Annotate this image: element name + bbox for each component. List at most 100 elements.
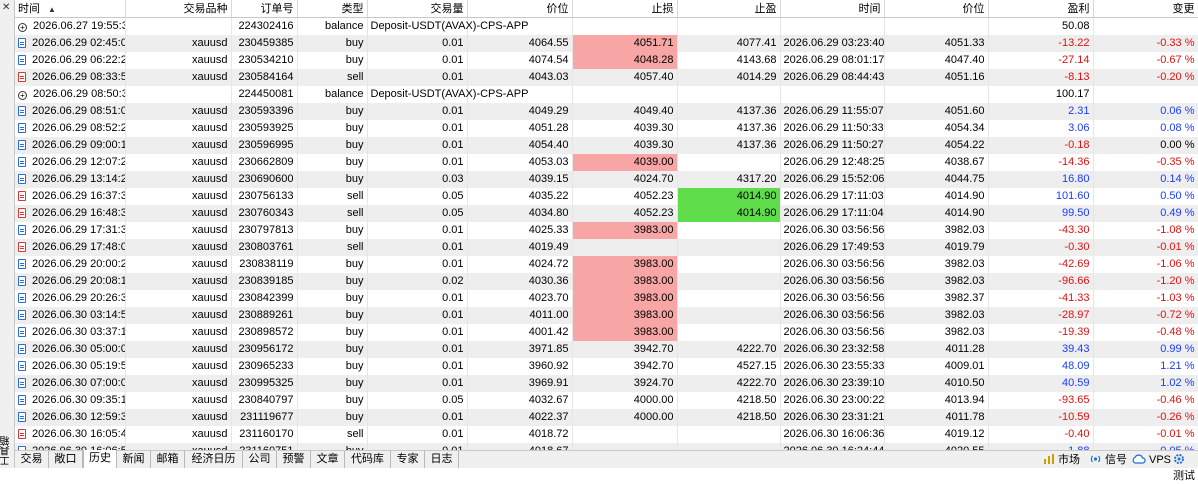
col-header-change[interactable]: 变更 (1093, 0, 1198, 18)
cell-stop-loss: 3983.00 (572, 323, 678, 341)
cell-close-price: 4054.34 (884, 119, 989, 137)
cell-volume: 0.01 (367, 323, 468, 341)
buy-deal-icon (18, 377, 26, 388)
deal-row[interactable]: 2026.06.29 08:51:09 xauusd 230593396 buy 0.0… (15, 102, 1198, 120)
deal-row[interactable]: 2026.06.29 20:26:34 xauusd 230842399 buy 0.0… (15, 289, 1198, 307)
cell-type: buy (297, 408, 368, 426)
tab-11[interactable]: 日志 (425, 451, 459, 468)
deal-row[interactable]: 2026.06.30 03:14:56 xauusd 230889261 buy 0.0… (15, 306, 1198, 324)
table-header-row: 时间 ▲ 交易品种 订单号 类型 交易量 价位 止损 止盈 时间 价位 盈利 变更 (15, 0, 1198, 18)
col-header-take-profit[interactable]: 止盈 (677, 0, 781, 18)
cell-take-profit: 4014.90 (677, 187, 781, 205)
cell-close-price: 3982.37 (884, 289, 989, 307)
cell-take-profit: 4317.20 (677, 170, 781, 188)
tab-0[interactable]: 交易 (15, 451, 49, 468)
balance-row[interactable]: +2026.06.27 19:55:33 224302416 balance Depo… (15, 17, 1198, 35)
deal-row[interactable]: 2026.06.30 12:59:36 xauusd 231119677 buy 0.0… (15, 408, 1198, 426)
col-header-stop-loss[interactable]: 止损 (572, 0, 678, 18)
cell-open-time: 2026.06.29 20:00:28 (15, 255, 126, 273)
tab-5[interactable]: 经济日历 (185, 451, 243, 468)
tab-4[interactable]: 邮箱 (151, 451, 185, 468)
tab-6[interactable]: 公司 (243, 451, 277, 468)
cell-take-profit (677, 323, 781, 341)
col-header-symbol[interactable]: 交易品种 (125, 0, 232, 18)
col-header-close-time[interactable]: 时间 (780, 0, 885, 18)
deal-row[interactable]: 2026.06.29 17:48:09 xauusd 230803761 sell 0.… (15, 238, 1198, 256)
cell-open-time: 2026.06.29 20:08:17 (15, 272, 126, 290)
cell-symbol: xauusd (125, 306, 232, 324)
sell-deal-icon (18, 190, 26, 201)
col-header-close-price[interactable]: 价位 (884, 0, 989, 18)
close-icon[interactable]: ✕ (2, 2, 11, 13)
open-time-text: 2026.06.30 16:06:50 (32, 445, 124, 451)
vps-status[interactable]: VPS (1131, 452, 1171, 468)
cell-ticket: 230889261 (231, 306, 298, 324)
deal-row[interactable]: 2026.06.30 16:06:50xauusd231160751buy0.0… (15, 442, 1198, 451)
deal-row[interactable]: 2026.06.30 05:00:09 xauusd 230956172 buy 0.0… (15, 340, 1198, 358)
cell-open-time: +2026.06.29 08:50:39 (15, 85, 126, 103)
cell-type: buy (297, 272, 368, 290)
cell-symbol: xauusd (125, 34, 232, 52)
deal-row[interactable]: 2026.06.29 08:33:55 xauusd 230584164 sell 0.… (15, 68, 1198, 86)
col-header-ticket[interactable]: 订单号 (231, 0, 298, 18)
market-status[interactable]: 市场 (1043, 452, 1080, 468)
deal-row[interactable]: 2026.06.29 12:07:23 xauusd 230662809 buy 0.0… (15, 153, 1198, 171)
cell-volume: 0.01 (367, 238, 468, 256)
cell-close-time: 2026.06.30 23:39:10 (780, 374, 885, 392)
deal-row[interactable]: 2026.06.30 03:37:16 xauusd 230898572 buy 0.0… (15, 323, 1198, 341)
tab-3[interactable]: 新闻 (117, 451, 151, 468)
deal-row[interactable]: 2026.06.29 16:37:31 xauusd 230756133 sell 0.… (15, 187, 1198, 205)
buy-deal-icon (18, 258, 26, 269)
tab-2[interactable]: 历史 (83, 450, 117, 468)
cell-take-profit: 4137.36 (677, 102, 781, 120)
tab-7[interactable]: 预警 (277, 451, 311, 468)
cell-open-time: 2026.06.29 08:51:09 (15, 102, 126, 120)
signals-status[interactable]: 信号 (1089, 452, 1127, 468)
deal-row[interactable]: 2026.06.29 16:48:37 xauusd 230760343 sell 0.… (15, 204, 1198, 222)
col-header-open-time[interactable]: 时间 ▲ (15, 0, 126, 18)
deal-row[interactable]: 2026.06.29 06:22:23 xauusd 230534210 buy 0.0… (15, 51, 1198, 69)
deal-row[interactable]: 2026.06.30 07:00:03 xauusd 230995325 buy 0.0… (15, 374, 1198, 392)
cell-change: 0.99 % (1093, 340, 1198, 358)
tab-10[interactable]: 专家 (391, 451, 425, 468)
deal-row[interactable]: 2026.06.29 08:52:22 xauusd 230593925 buy 0.0… (15, 119, 1198, 137)
tester-status[interactable]: 测试 (1173, 452, 1198, 482)
toolbox-label: 工具箱 (1, 436, 12, 466)
cell-open-time: 2026.06.30 09:35:17 (15, 391, 126, 409)
cell-open-price: 4051.28 (467, 119, 573, 137)
deal-row[interactable]: 2026.06.29 20:08:17 xauusd 230839185 buy 0.0… (15, 272, 1198, 290)
tab-1[interactable]: 敞口 (49, 451, 83, 468)
cell-open-price: 4064.55 (467, 34, 573, 52)
cell-close-price: 3982.03 (884, 306, 989, 324)
deal-row[interactable]: 2026.06.29 20:00:28 xauusd 230838119 buy 0.0… (15, 255, 1198, 273)
sell-deal-icon (18, 428, 26, 439)
open-time-text: 2026.06.29 08:50:39 (33, 87, 125, 100)
open-time-text: 2026.06.30 12:59:36 (32, 410, 125, 423)
deal-row[interactable]: 2026.06.29 02:45:06 xauusd 230459385 buy 0.0… (15, 34, 1198, 52)
deal-row[interactable]: 2026.06.30 16:05:46 xauusd 231160170 sell 0.… (15, 425, 1198, 443)
col-header-volume[interactable]: 交易量 (367, 0, 468, 18)
deal-row[interactable]: 2026.06.29 13:14:23 xauusd 230690600 buy 0.0… (15, 170, 1198, 188)
balance-row[interactable]: +2026.06.29 08:50:39 224450081 balance Depo… (15, 85, 1198, 103)
buy-deal-icon (18, 54, 26, 65)
cell-close-price: 3982.03 (884, 255, 989, 273)
cell-stop-loss (572, 442, 678, 450)
open-time-text: 2026.06.29 20:00:28 (32, 257, 125, 270)
tester-gear-icon (1174, 454, 1184, 464)
tab-9[interactable]: 代码库 (345, 451, 391, 468)
deal-row[interactable]: 2026.06.29 09:00:12 xauusd 230596995 buy 0.0… (15, 136, 1198, 154)
cell-open-time: 2026.06.29 06:22:23 (15, 51, 126, 69)
deal-row[interactable]: 2026.06.29 17:31:34 xauusd 230797813 buy 0.0… (15, 221, 1198, 239)
cell-take-profit (677, 272, 781, 290)
cell-change: -0.33 % (1093, 34, 1198, 52)
open-time-text: 2026.06.29 09:00:12 (32, 138, 125, 151)
col-header-open-price[interactable]: 价位 (467, 0, 573, 18)
buy-deal-icon (18, 411, 26, 422)
deal-row[interactable]: 2026.06.30 09:35:17 xauusd 230840797 buy 0.0… (15, 391, 1198, 409)
col-header-profit[interactable]: 盈利 (988, 0, 1094, 18)
buy-deal-icon (18, 105, 26, 116)
deal-row[interactable]: 2026.06.30 05:19:53 xauusd 230965233 buy 0.0… (15, 357, 1198, 375)
cloud-icon (1132, 454, 1146, 464)
col-header-type[interactable]: 类型 (297, 0, 368, 18)
tab-8[interactable]: 文章 (311, 451, 345, 468)
